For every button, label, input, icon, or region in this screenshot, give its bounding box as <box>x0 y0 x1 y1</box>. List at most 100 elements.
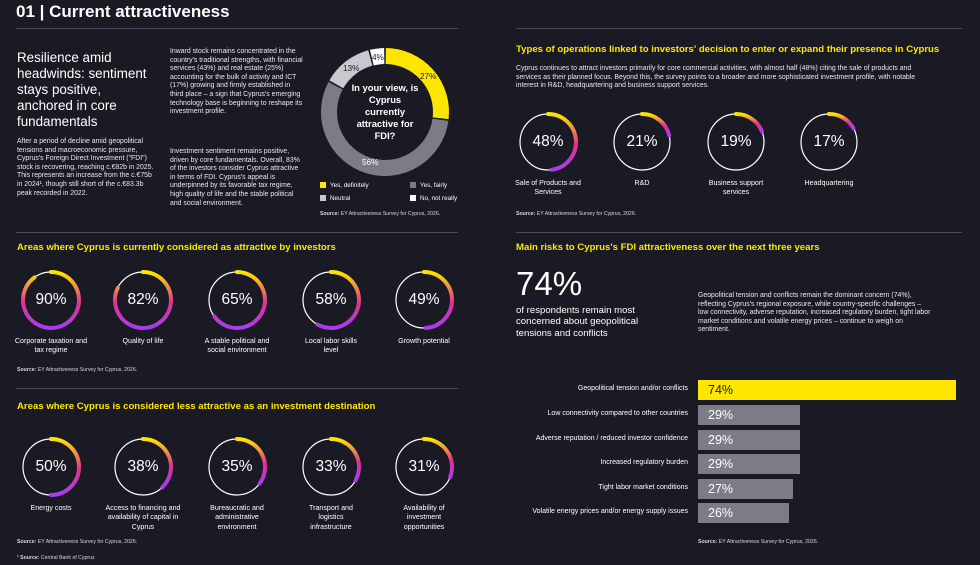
ring-value-arc <box>827 112 856 131</box>
legend-label: No, not really <box>420 195 458 202</box>
ring-percent: 17% <box>813 133 845 150</box>
legend-label: Yes, fairly <box>420 182 448 189</box>
risk-bar-value: 27% <box>708 482 734 496</box>
risk-bar-value: 29% <box>708 433 734 447</box>
percent-ring: 38% <box>112 436 174 498</box>
ring-label: Access to financing and availability of … <box>105 504 181 531</box>
donut-center-text: In your view, is Cyprus currently attrac… <box>351 82 419 141</box>
donut-label-yes-definitely: 27% <box>420 72 437 81</box>
risk-bar-label: Geopolitical tension and/or conflicts <box>577 385 688 392</box>
ring-percent: 50% <box>35 458 67 475</box>
ring-label: Headquartering <box>804 179 854 187</box>
ring-value-arc <box>113 270 173 330</box>
page-title: 01 | Current attractiveness <box>16 2 230 21</box>
attractive-heading: Areas where Cyprus is currently consider… <box>17 242 336 253</box>
ring-value-arc <box>422 270 454 330</box>
ring-label: Bureaucratic and administrative environm… <box>210 504 264 531</box>
ring-value-arc <box>235 437 267 486</box>
risks-body: Geopolitical tension and conflicts remai… <box>698 292 931 334</box>
donut-slice-3 <box>369 48 385 66</box>
risk-bar-label: Volatile energy prices and/or energy sup… <box>532 508 688 515</box>
risk-bar-value: 74% <box>708 383 734 397</box>
intro-col2-p2: Investment sentiment remains positive, d… <box>170 148 300 207</box>
legend-yes-definitely: Yes, definitely <box>320 182 369 189</box>
donut-source: Source: EY Attractiveness Survey for Cyp… <box>320 211 441 217</box>
percent-ring: 31% <box>393 436 455 498</box>
operations-heading: Types of operations linked to investors'… <box>516 44 940 55</box>
ring-value-arc <box>49 437 81 497</box>
legend-label: Neutral <box>330 195 351 202</box>
ring-percent: 49% <box>408 291 440 308</box>
ring-percent: 21% <box>626 133 658 150</box>
donut-label-no: 4% <box>372 53 384 62</box>
footnote: ¹ Source: Central Bank of Cyprus <box>17 555 95 561</box>
ring-label: Local labor skills level <box>304 337 358 355</box>
ring-label: Energy costs <box>30 504 72 512</box>
percent-ring: 35% <box>206 436 268 498</box>
legend-no: No, not really <box>410 195 457 202</box>
donut-slice-2 <box>329 50 373 89</box>
attractive-source: Source: EY Attractiveness Survey for Cyp… <box>17 367 138 373</box>
risk-bar-label: Tight labor market conditions <box>598 484 688 491</box>
ring-label: Growth potential <box>398 337 450 345</box>
intro-body: After a period of decline amid geopoliti… <box>17 138 154 197</box>
risk-bar-label: Low connectivity compared to other count… <box>547 410 688 417</box>
risks-big-number: 74% <box>516 265 583 302</box>
risk-bar: 27% <box>698 479 793 499</box>
risk-bar-label: Increased regulatory burden <box>600 459 688 466</box>
legend-swatch <box>320 182 326 188</box>
percent-ring: 65% <box>206 269 268 331</box>
less-attractive-source: Source: EY Attractiveness Survey for Cyp… <box>17 539 138 545</box>
operations-body: Cyprus continues to attract investors pr… <box>516 65 916 90</box>
risk-bar: 29% <box>698 454 800 474</box>
ring-value-arc <box>329 437 361 483</box>
ring-value-arc <box>21 270 81 330</box>
ring-label: Quality of life <box>122 337 164 345</box>
ring-value-arc <box>141 437 173 490</box>
donut-label-neutral: 13% <box>343 64 360 73</box>
percent-ring: 58% <box>300 269 362 331</box>
ring-label: A stable political and social environmen… <box>204 337 270 355</box>
legend-swatch <box>320 195 326 201</box>
ring-label: Availability of investment opportunities <box>403 504 445 531</box>
intro-headline: Resilience amid headwinds: sentiment sta… <box>17 50 147 129</box>
ring-label: Corporate taxation and tax regime <box>14 337 88 355</box>
percent-ring: 49% <box>393 269 455 331</box>
donut-slice-1 <box>321 81 449 176</box>
percent-ring: 90% <box>20 269 82 331</box>
legend-swatch <box>410 182 416 188</box>
risks-heading: Main risks to Cyprus's FDI attractivenes… <box>516 242 820 253</box>
percent-ring: 48% <box>517 111 579 173</box>
legend-label: Yes, definitely <box>330 182 369 189</box>
risk-bar: 29% <box>698 430 800 450</box>
ring-percent: 58% <box>315 291 347 308</box>
legend-swatch <box>410 195 416 201</box>
donut-label-yes-fairly: 56% <box>362 158 379 167</box>
percent-ring: 21% <box>611 111 673 173</box>
percent-ring: 82% <box>112 269 174 331</box>
ring-percent: 90% <box>35 291 67 308</box>
ring-value-arc <box>640 112 672 138</box>
risks-source: Source: EY Attractiveness Survey for Cyp… <box>698 539 819 545</box>
risk-bar-value: 26% <box>708 506 734 520</box>
ring-percent: 38% <box>127 458 159 475</box>
ring-percent: 82% <box>127 291 159 308</box>
title-divider <box>16 28 458 29</box>
ring-value-arc <box>546 112 578 172</box>
fdi-attractiveness-donut: In your view, is Cyprus currently attrac… <box>319 46 451 178</box>
section-divider <box>16 232 458 233</box>
title-divider-right <box>516 28 962 29</box>
legend-neutral: Neutral <box>320 195 350 202</box>
risk-bar-label: Adverse reputation / reduced investor co… <box>535 435 688 442</box>
ring-percent: 33% <box>315 458 347 475</box>
ring-value-arc <box>315 270 361 330</box>
operations-source: Source: EY Attractiveness Survey for Cyp… <box>516 211 637 217</box>
ring-percent: 19% <box>720 133 752 150</box>
less-attractive-heading: Areas where Cyprus is considered less at… <box>17 401 376 412</box>
intro-col2-p1: Inward stock remains concentrated in the… <box>170 48 303 116</box>
percent-ring: 19% <box>705 111 767 173</box>
ring-percent: 31% <box>408 458 440 475</box>
legend-yes-fairly: Yes, fairly <box>410 182 447 189</box>
section-divider-2 <box>16 388 458 389</box>
ring-percent: 35% <box>221 458 253 475</box>
